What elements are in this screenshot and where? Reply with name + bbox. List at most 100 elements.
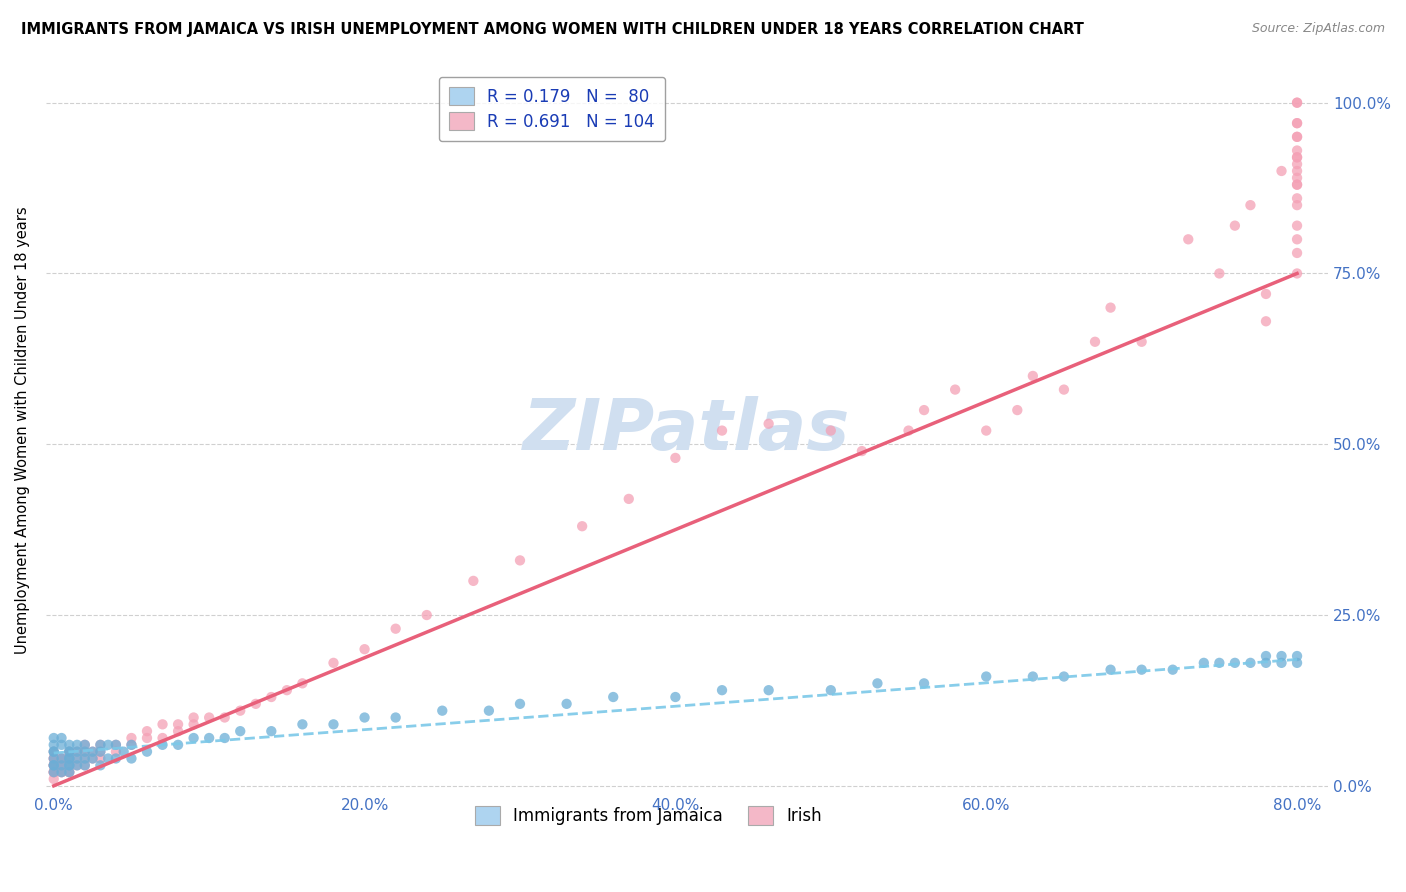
Point [1161,663,1184,677]
Point [42,765,65,780]
Point [73,758,96,772]
Point [1270,164,1292,178]
Point [1192,656,1215,670]
Point [1286,95,1309,110]
Point [42,758,65,772]
Point [73,745,96,759]
Point [58,751,80,765]
Point [58,745,80,759]
Point [42,751,65,765]
Point [1084,334,1107,349]
Point [416,608,439,623]
Point [42,731,65,745]
Point [136,724,159,739]
Point [1286,129,1309,144]
Point [51,751,73,765]
Point [89,758,111,772]
Point [104,738,127,752]
Point [1130,663,1153,677]
Point [1007,403,1029,417]
Point [58,738,80,752]
Text: Source: ZipAtlas.com: Source: ZipAtlas.com [1251,22,1385,36]
Point [353,642,375,657]
Point [664,690,686,704]
Point [260,724,283,739]
Text: IMMIGRANTS FROM JAMAICA VS IRISH UNEMPLOYMENT AMONG WOMEN WITH CHILDREN UNDER 18: IMMIGRANTS FROM JAMAICA VS IRISH UNEMPLO… [21,22,1084,37]
Point [198,731,221,745]
Point [820,424,842,438]
Point [866,676,889,690]
Point [1022,368,1045,383]
Legend: Immigrants from Jamaica, Irish: Immigrants from Jamaica, Irish [465,797,832,835]
Point [58,765,80,780]
Point [912,676,935,690]
Point [353,710,375,724]
Point [51,765,73,780]
Point [58,751,80,765]
Point [758,683,780,698]
Point [384,622,406,636]
Point [943,383,966,397]
Point [104,751,127,765]
Point [851,444,873,458]
Point [1254,656,1277,670]
Point [97,738,120,752]
Point [1286,157,1309,171]
Point [1286,164,1309,178]
Point [432,704,454,718]
Point [1254,287,1277,301]
Point [291,717,314,731]
Point [1286,178,1309,192]
Point [183,710,205,724]
Point [1286,144,1309,158]
Point [974,669,997,683]
Point [89,738,111,752]
Point [152,731,174,745]
Point [42,772,65,786]
Point [42,765,65,780]
Point [291,676,314,690]
Point [89,745,111,759]
Point [897,424,920,438]
Point [120,731,142,745]
Point [1223,656,1246,670]
Point [617,491,640,506]
Point [478,704,501,718]
Point [82,751,104,765]
Point [58,765,80,780]
Point [183,717,205,731]
Point [58,758,80,772]
Point [1239,656,1261,670]
Point [120,751,142,765]
Point [42,765,65,780]
Point [42,745,65,759]
Point [820,683,842,698]
Point [51,758,73,772]
Point [136,731,159,745]
Point [42,758,65,772]
Point [214,731,236,745]
Point [1130,334,1153,349]
Point [58,751,80,765]
Point [66,751,89,765]
Point [1099,663,1122,677]
Point [1286,116,1309,130]
Point [229,724,252,739]
Point [1286,150,1309,164]
Y-axis label: Unemployment Among Women with Children Under 18 years: Unemployment Among Women with Children U… [15,207,30,655]
Point [58,765,80,780]
Point [1286,129,1309,144]
Point [51,758,73,772]
Point [104,745,127,759]
Point [1099,301,1122,315]
Point [82,745,104,759]
Point [42,758,65,772]
Point [167,738,190,752]
Point [58,758,80,772]
Point [664,450,686,465]
Point [82,745,104,759]
Point [912,403,935,417]
Point [73,745,96,759]
Point [1177,232,1199,246]
Point [66,745,89,759]
